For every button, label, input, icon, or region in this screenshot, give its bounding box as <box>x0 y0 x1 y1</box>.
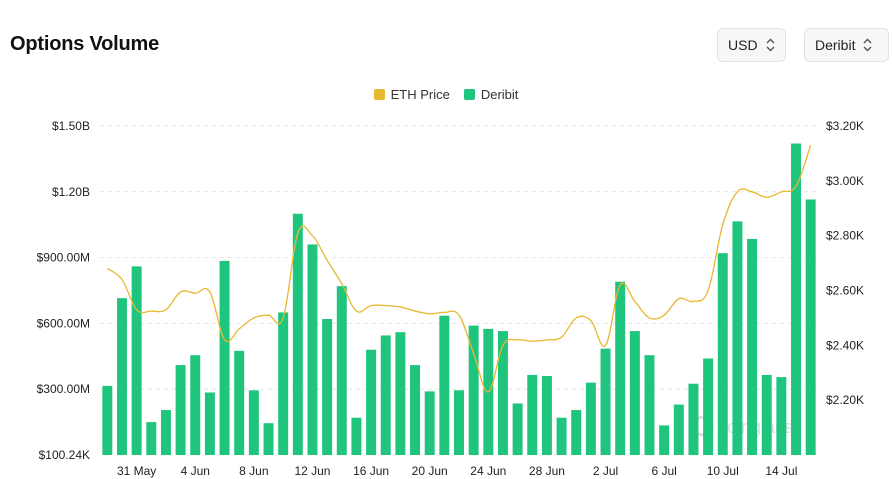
deribit-bar[interactable] <box>190 355 201 455</box>
legend-item-deribit[interactable]: Deribit <box>463 87 519 102</box>
x-tick-label: 31 May <box>117 464 156 478</box>
chevron-up-down-icon <box>766 38 775 52</box>
deribit-bar[interactable] <box>292 213 303 455</box>
deribit-bar[interactable] <box>204 392 215 455</box>
deribit-bar[interactable] <box>219 260 230 455</box>
deribit-bar[interactable] <box>322 319 333 455</box>
y-right-tick-label: $2.60K <box>826 284 864 298</box>
deribit-bar[interactable] <box>116 298 127 455</box>
deribit-bar[interactable] <box>454 390 464 455</box>
deribit-bar[interactable] <box>410 365 421 455</box>
deribit-bar[interactable] <box>732 221 743 455</box>
deribit-bar[interactable] <box>512 403 523 455</box>
deribit-bar[interactable] <box>424 391 435 455</box>
deribit-bar[interactable] <box>673 404 684 455</box>
eth-price-line <box>106 144 812 393</box>
deribit-bar[interactable] <box>556 417 567 455</box>
deribit-bar[interactable] <box>717 253 728 455</box>
x-axis: 31 May 4 Jun 8 Jun 12 Jun 16 Jun 20 Jun 24 Jun… <box>117 464 797 478</box>
deribit-bar[interactable] <box>600 348 611 455</box>
y-left-tick-label: $1.50B <box>52 119 90 133</box>
deribit-bar[interactable] <box>160 410 171 455</box>
legend-item-eth-price[interactable]: ETH Price <box>373 87 450 102</box>
deribit-bar[interactable] <box>366 349 377 455</box>
y-left-tick-label: $600.00M <box>37 316 90 330</box>
y-right-tick-label: $2.40K <box>826 338 864 352</box>
deribit-bar[interactable] <box>380 335 391 455</box>
deribit-bar[interactable] <box>747 238 758 455</box>
x-tick-label: 16 Jun <box>353 464 389 478</box>
currency-select[interactable]: USD <box>717 28 786 62</box>
deribit-bar[interactable] <box>761 374 772 455</box>
exchange-select[interactable]: Deribit <box>804 28 889 62</box>
deribit-bar[interactable] <box>805 199 816 455</box>
deribit-bar[interactable] <box>541 376 552 455</box>
deribit-bar[interactable] <box>497 331 508 455</box>
x-tick-label: 4 Jun <box>181 464 210 478</box>
deribit-bar[interactable] <box>146 422 157 455</box>
deribit-bar[interactable] <box>468 325 479 455</box>
deribit-bar[interactable] <box>629 331 640 455</box>
y-axis-right: $2.20K $2.40K $2.60K $2.80K $3.00K $3.20K <box>826 119 864 407</box>
x-tick-label: 14 Jul <box>765 464 797 478</box>
y-left-tick-label: $300.00M <box>37 382 90 396</box>
deribit-bars <box>102 143 816 455</box>
chevron-up-down-icon <box>863 38 872 52</box>
deribit-bar[interactable] <box>131 266 142 455</box>
legend-label-eth-price: ETH Price <box>390 87 450 102</box>
deribit-bar[interactable] <box>439 315 450 455</box>
deribit-bar[interactable] <box>703 358 714 455</box>
chart-legend: ETH Price Deribit <box>0 87 892 102</box>
deribit-bar[interactable] <box>248 390 259 455</box>
deribit-bar[interactable] <box>278 312 289 455</box>
legend-swatch-deribit <box>463 89 475 100</box>
deribit-bar[interactable] <box>263 423 274 455</box>
y-right-tick-label: $2.20K <box>826 393 864 407</box>
legend-swatch-eth-price <box>373 89 385 100</box>
legend-label-deribit: Deribit <box>480 87 519 102</box>
x-tick-label: 8 Jun <box>239 464 268 478</box>
x-tick-label: 2 Jul <box>593 464 618 478</box>
grid-lines <box>100 125 818 390</box>
x-tick-label: 6 Jul <box>651 464 676 478</box>
deribit-bar[interactable] <box>336 286 347 455</box>
deribit-bar[interactable] <box>102 385 113 455</box>
deribit-bar[interactable] <box>527 374 538 455</box>
y-left-tick-label: $900.00M <box>37 251 90 265</box>
deribit-bar[interactable] <box>688 383 699 455</box>
deribit-bar[interactable] <box>571 410 582 455</box>
currency-select-value: USD <box>728 37 758 53</box>
x-tick-label: 20 Jun <box>412 464 448 478</box>
y-right-tick-label: $3.20K <box>826 119 864 133</box>
y-axis-left: $100.24K $300.00M $600.00M $900.00M $1.20B $1… <box>37 119 90 462</box>
eth-price-series-line <box>106 144 812 393</box>
y-left-tick-label: $1.20B <box>52 185 90 199</box>
deribit-bar[interactable] <box>175 365 186 455</box>
deribit-bar[interactable] <box>659 425 670 455</box>
page-title: Options Volume <box>10 33 160 55</box>
deribit-bar[interactable] <box>234 350 245 455</box>
deribit-bar[interactable] <box>307 244 318 455</box>
x-tick-label: 24 Jun <box>470 464 506 478</box>
x-tick-label: 10 Jul <box>707 464 739 478</box>
deribit-bar[interactable] <box>776 377 787 455</box>
deribit-bar[interactable] <box>351 417 362 455</box>
x-tick-label: 12 Jun <box>294 464 330 478</box>
y-right-tick-label: $2.80K <box>826 229 864 243</box>
y-right-tick-label: $3.00K <box>826 174 864 188</box>
deribit-bar[interactable] <box>615 281 626 455</box>
deribit-bar[interactable] <box>791 143 802 455</box>
deribit-bar[interactable] <box>644 355 655 455</box>
deribit-bar[interactable] <box>585 382 596 455</box>
y-left-tick-label: $100.24K <box>39 448 90 462</box>
x-tick-label: 28 Jun <box>529 464 565 478</box>
exchange-select-value: Deribit <box>815 37 856 53</box>
deribit-bar[interactable] <box>395 332 406 455</box>
